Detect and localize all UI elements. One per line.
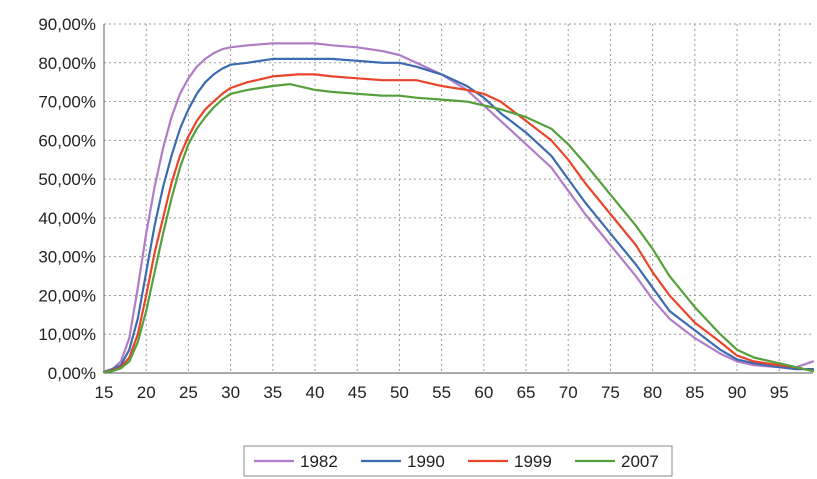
y-tick-label: 60,00% xyxy=(38,131,96,150)
y-tick-label: 30,00% xyxy=(38,248,96,267)
x-tick-label: 30 xyxy=(221,383,240,402)
legend: 1982 1990 1999 2007 xyxy=(243,445,673,477)
y-tick-label: 0,00% xyxy=(48,364,96,383)
x-tick-label: 40 xyxy=(306,383,325,402)
x-tick-label: 80 xyxy=(643,383,662,402)
x-tick-label: 45 xyxy=(348,383,367,402)
x-tick-label: 15 xyxy=(95,383,114,402)
series-line-1990 xyxy=(102,57,815,373)
y-tick-label: 80,00% xyxy=(38,54,96,73)
x-tick-label: 70 xyxy=(559,383,578,402)
legend-label-1999: 1999 xyxy=(514,452,552,471)
x-tick-label: 55 xyxy=(432,383,451,402)
legend-label-2007: 2007 xyxy=(621,452,659,471)
legend-label-1982: 1982 xyxy=(300,452,338,471)
x-tick-label: 50 xyxy=(390,383,409,402)
x-tick-label: 95 xyxy=(770,383,789,402)
x-tick-label: 35 xyxy=(263,383,282,402)
y-tick-label: 90,00% xyxy=(38,15,96,34)
x-tick-label: 60 xyxy=(474,383,493,402)
x-tick-label: 85 xyxy=(685,383,704,402)
x-tick-label: 25 xyxy=(179,383,198,402)
axes: 0,00% 10,00% 20,00% 30,00% 40,00% 50,00% 60,00… xyxy=(38,15,813,402)
series-line-1999 xyxy=(102,73,815,374)
x-tick-label: 20 xyxy=(137,383,156,402)
x-tick-label: 65 xyxy=(517,383,536,402)
y-tick-label: 20,00% xyxy=(38,286,96,305)
y-tick-label: 50,00% xyxy=(38,170,96,189)
series-lines xyxy=(102,42,815,374)
series-line-2007 xyxy=(102,83,815,374)
x-tick-label: 75 xyxy=(601,383,620,402)
y-tick-label: 10,00% xyxy=(38,325,96,344)
y-tick-label: 40,00% xyxy=(38,209,96,228)
series-line-1982 xyxy=(102,42,815,373)
legend-label-1990: 1990 xyxy=(407,452,445,471)
x-tick-label: 90 xyxy=(728,383,747,402)
y-tick-label: 70,00% xyxy=(38,93,96,112)
